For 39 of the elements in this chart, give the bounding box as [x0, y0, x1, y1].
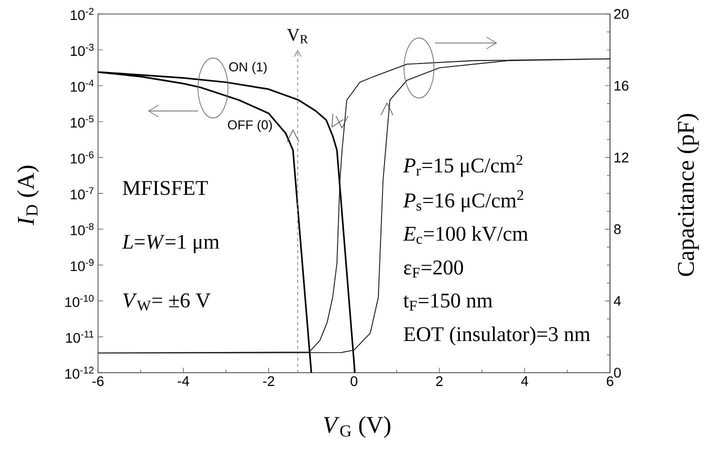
y-tick-label: 10$^{-12}$ — [65, 366, 94, 379]
annotation: P$_{r}$=15 μC/cm$^{2}$ — [403, 155, 522, 177]
annotation: EOT (insulator)=3 nm — [404, 326, 590, 346]
x-tick-label: 0 — [350, 376, 358, 386]
y-tick-label: 10$^{-6}$ — [70, 151, 94, 164]
y2-axis-title: Capacitance (pF) — [677, 114, 699, 276]
y2-tick-label: 8 — [614, 224, 621, 234]
ref-line-label: V$_{R}$ — [286, 28, 308, 44]
y-tick-label: 10$^{-3}$ — [70, 44, 94, 56]
x-tick-label: 6 — [606, 376, 614, 386]
y2-tick-label: 0 — [614, 368, 621, 378]
y2-tick-label: 20 — [614, 9, 629, 19]
series-label: OFF (0) — [228, 120, 272, 132]
y-tick-label: 10$^{-9}$ — [70, 259, 94, 272]
y-axis-title: I$_{D}$ (A) — [17, 166, 39, 226]
annotation: P$_{s}$=16 μC/cm$^{2}$ — [403, 190, 524, 212]
y-tick-label: 10$^{-7}$ — [70, 187, 94, 200]
y-tick-label: 10$^{-10}$ — [65, 294, 94, 308]
x-tick-label: 2 — [436, 376, 443, 386]
annotation: L=W=1 μm — [122, 234, 220, 254]
x-tick-label: -4 — [178, 376, 190, 386]
x-tick-label: 4 — [521, 376, 528, 386]
y-tick-label: 10$^{-4}$ — [70, 80, 94, 92]
annotation: MFISFET — [122, 180, 208, 196]
y2-tick-label: 12 — [614, 152, 628, 162]
y2-tick-label: 4 — [614, 296, 621, 306]
annotation: V$_{W}$= ±6 V — [123, 293, 210, 311]
annotation: ε$_{F}$=200 — [404, 260, 464, 278]
x-tick-label: -6 — [92, 376, 104, 386]
y-tick-label: 10$^{-2}$ — [70, 8, 94, 20]
annotation: t$_{F}$=150 nm — [403, 294, 492, 311]
x-tick-label: -2 — [263, 376, 274, 386]
x-axis-title: V$_{G}$ (V) — [324, 416, 390, 438]
y-tick-label: 10$^{-11}$ — [66, 330, 94, 343]
y2-tick-label: 16 — [614, 80, 628, 91]
y-tick-label: 10$^{-5}$ — [70, 116, 94, 128]
series-label: ON (1) — [229, 62, 267, 74]
y-tick-label: 10$^{-8}$ — [70, 223, 94, 236]
annotation: E$_{c}$=100 kV/cm — [402, 226, 528, 244]
